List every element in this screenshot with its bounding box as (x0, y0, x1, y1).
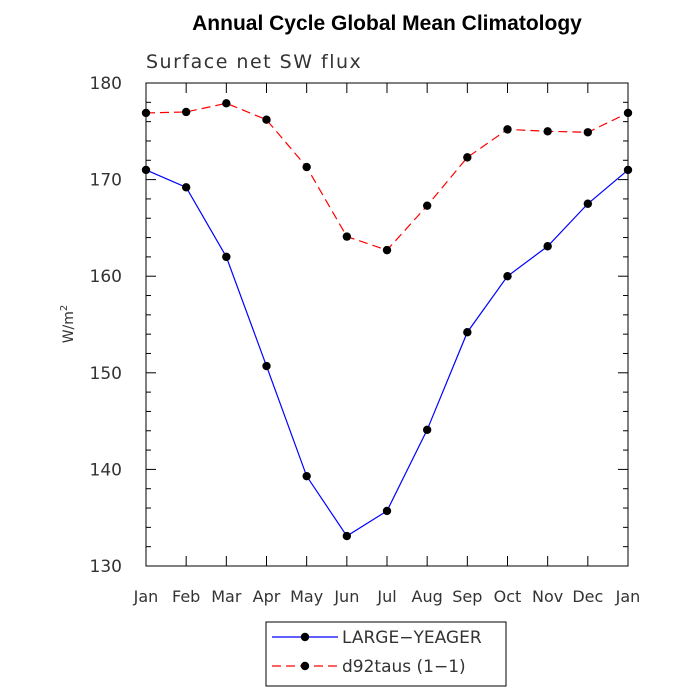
y-tick-label: 130 (90, 557, 122, 577)
legend-marker-d92taus (300, 661, 310, 671)
data-point-d92taus (543, 127, 552, 136)
data-point-d92taus (262, 115, 271, 124)
x-tick-label: Sep (452, 587, 482, 606)
data-point-d92taus (302, 162, 311, 172)
y-tick-label: 150 (90, 364, 122, 384)
y-tick-label: 170 (90, 171, 122, 191)
x-tick-label: May (290, 587, 323, 606)
chart-subtitle: Surface net SW flux (146, 51, 362, 73)
x-tick-label: Dec (572, 587, 603, 606)
legend-box (265, 621, 507, 687)
data-point-large-yeager (262, 361, 271, 371)
x-tick-label: Apr (253, 587, 281, 606)
plot-frame (145, 82, 629, 567)
data-point-d92taus (141, 108, 151, 118)
legend-label-large-yeager: LARGE−YEAGER (342, 628, 482, 648)
data-point-d92taus (422, 201, 432, 210)
data-point-d92taus (342, 232, 352, 241)
data-point-d92taus (503, 125, 512, 134)
data-point-large-yeager (222, 252, 231, 262)
y-axis-label-text: W/m (61, 311, 77, 343)
y-tick-label: 180 (90, 74, 122, 94)
y-axis-label: W/m2 (59, 305, 77, 344)
x-tick-label: Jul (376, 587, 396, 606)
series-layer (141, 99, 633, 541)
data-point-d92taus (382, 245, 392, 255)
x-tick-label: Feb (172, 587, 200, 606)
y-tick-label: 160 (90, 267, 122, 287)
data-point-d92taus (623, 108, 633, 118)
x-tick-label: Jan (615, 587, 641, 606)
x-tick-label: Nov (532, 587, 563, 606)
data-point-large-yeager (141, 165, 151, 175)
x-tick-label: Aug (412, 587, 443, 606)
legend-marker-large-yeager (300, 632, 310, 642)
data-point-large-yeager (463, 328, 472, 337)
data-point-d92taus (583, 128, 593, 137)
y-axis-label-superscript: 2 (59, 305, 70, 311)
data-point-large-yeager (181, 183, 191, 192)
data-point-large-yeager (342, 531, 352, 541)
data-point-d92taus (463, 153, 472, 162)
x-tick-label: Jun (333, 587, 359, 606)
data-point-d92taus (181, 107, 191, 117)
data-point-d92taus (222, 99, 231, 108)
data-point-large-yeager (583, 199, 593, 208)
x-tick-label: Oct (494, 587, 522, 606)
data-point-large-yeager (543, 242, 552, 251)
x-tick-label: Mar (211, 587, 242, 606)
data-point-large-yeager (422, 425, 432, 434)
legend: LARGE−YEAGER d92taus (1−1) (265, 621, 507, 687)
data-point-large-yeager (302, 471, 311, 481)
x-axis: Jan Feb Mar Apr May Jun Jul Aug Sep Oct Nov Dec Jan (133, 83, 641, 606)
x-tick-label: Jan (133, 587, 159, 606)
chart-title: Annual Cycle Global Mean Climatology (192, 12, 582, 35)
series-line-d92taus (145, 102, 629, 251)
y-tick-label: 140 (90, 460, 122, 480)
legend-label-d92taus: d92taus (1−1) (342, 657, 466, 677)
data-point-large-yeager (623, 165, 633, 175)
series-line-large-yeager (145, 169, 629, 537)
data-point-large-yeager (382, 506, 392, 516)
data-point-large-yeager (503, 272, 512, 281)
y-axis: 130 140 150 160 170 180 (90, 74, 628, 577)
